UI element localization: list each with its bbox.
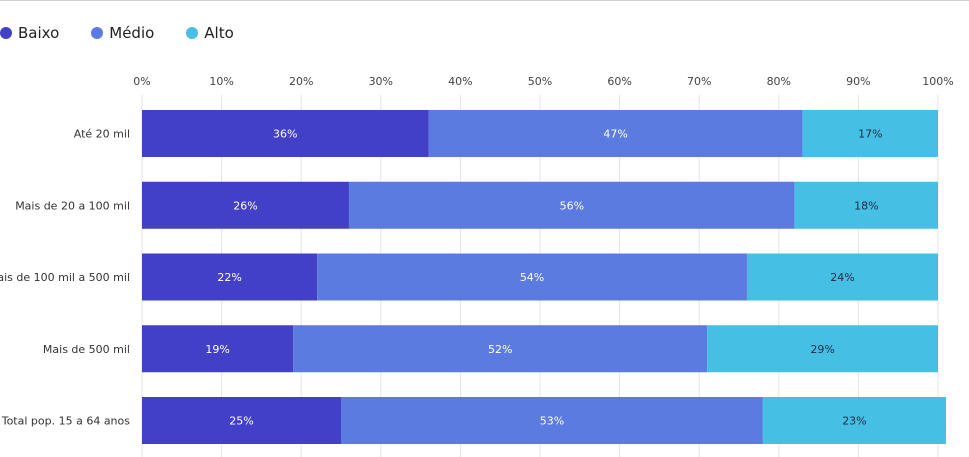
bar-segment-alto: [707, 325, 938, 373]
data-label: 23%: [842, 415, 866, 428]
legend: Baixo Médio Alto: [0, 24, 266, 42]
data-label: 26%: [233, 199, 257, 212]
top-border: [0, 0, 969, 1]
x-tick-label: 60%: [607, 75, 631, 88]
x-tick-label: 10%: [209, 75, 233, 88]
x-tick-label: 70%: [687, 75, 711, 88]
bar-segment-alto: [794, 181, 938, 229]
bar-segment-baixo: [142, 325, 294, 373]
bar-segment-médio: [293, 325, 708, 373]
category-label: Mais de 500 mil: [43, 343, 130, 356]
data-label: 36%: [273, 128, 297, 141]
data-label: 52%: [488, 343, 512, 356]
bar-segment-alto: [762, 397, 946, 444]
x-tick-label: 100%: [922, 75, 953, 88]
legend-marker-alto: [186, 27, 199, 39]
category-label: Mais de 20 a 100 mil: [15, 199, 130, 212]
data-label: 29%: [810, 343, 834, 356]
bar-segment-baixo: [142, 397, 341, 444]
bar-segment-médio: [428, 110, 803, 157]
x-tick-label: 80%: [767, 75, 791, 88]
bar-segment-alto: [746, 253, 938, 301]
category-label: Até 20 mil: [74, 128, 130, 141]
legend-label-baixo: Baixo: [18, 24, 60, 42]
bar-segment-médio: [317, 253, 747, 301]
legend-item-baixo[interactable]: Baixo: [0, 24, 59, 42]
legend-marker-medio: [91, 27, 104, 39]
data-label: 25%: [229, 415, 253, 428]
category-label: Mais de 100 mil a 500 mil: [0, 271, 130, 284]
bar-segment-alto: [802, 110, 938, 157]
legend-item-alto[interactable]: Alto: [186, 24, 234, 42]
data-label: 47%: [603, 128, 627, 141]
data-label: 56%: [560, 199, 584, 212]
x-tick-label: 0%: [133, 75, 150, 88]
data-label: 17%: [858, 128, 882, 141]
data-label: 22%: [217, 271, 241, 284]
bar-segment-baixo: [142, 181, 349, 229]
data-label: 53%: [540, 415, 564, 428]
x-tick-label: 50%: [528, 75, 552, 88]
x-tick-label: 20%: [289, 75, 313, 88]
x-tick-label: 40%: [448, 75, 472, 88]
bar-segment-baixo: [142, 110, 429, 157]
data-label: 54%: [520, 271, 544, 284]
data-label: 19%: [205, 343, 229, 356]
data-label: 24%: [830, 271, 854, 284]
legend-item-medio[interactable]: Médio: [91, 24, 154, 42]
legend-label-alto: Alto: [204, 24, 234, 42]
bar-segment-baixo: [142, 253, 318, 301]
data-label: 18%: [854, 199, 878, 212]
bar-segment-médio: [341, 397, 763, 444]
x-tick-label: 30%: [369, 75, 393, 88]
bar-segment-médio: [348, 181, 795, 229]
x-tick-label: 90%: [846, 75, 870, 88]
legend-label-medio: Médio: [109, 24, 155, 42]
legend-marker-baixo: [0, 27, 12, 39]
category-label: Total pop. 15 a 64 anos: [1, 415, 131, 428]
